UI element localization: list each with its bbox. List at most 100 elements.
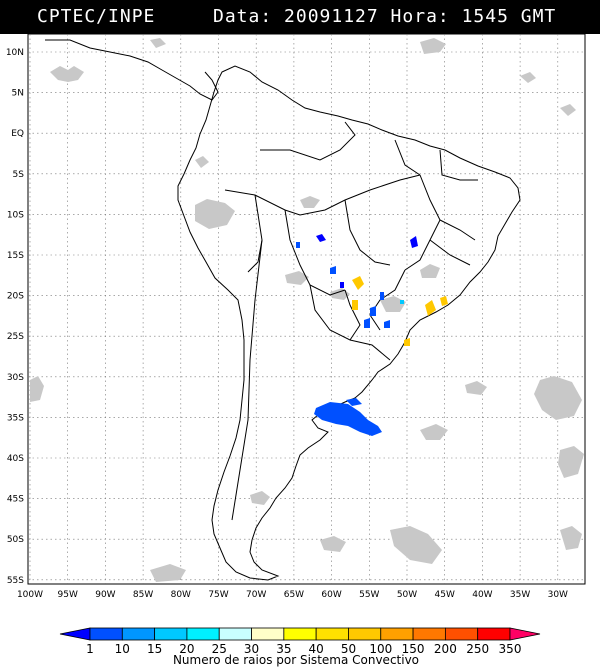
- country-border: [394, 139, 421, 176]
- south-america-outline: [45, 39, 521, 581]
- lat-tick-label: 25S: [7, 332, 24, 342]
- colorbar-segment: [59, 627, 91, 641]
- longitude-labels: 100W 95W 90W 85W 80W 75W 70W 65W 60W 55W 50W 45W 40W…: [17, 590, 568, 600]
- storm-cell-blue: [296, 242, 300, 248]
- storm-cell-blue: [330, 266, 336, 274]
- cloud-patch: [420, 38, 446, 54]
- cloud-patch: [150, 564, 186, 582]
- storm-cell-cyan: [400, 300, 404, 304]
- colorbar-tick-label: 350: [499, 642, 522, 656]
- colorbar-segment: [348, 627, 382, 641]
- colorbar-segment: [315, 627, 349, 641]
- cloud-patch: [380, 296, 406, 312]
- colorbar-tick-label: 40: [309, 642, 324, 656]
- cloud-patch: [558, 446, 584, 478]
- cloud-patch: [195, 199, 235, 229]
- latitude-labels: 10N 5N EQ 5S 10S 15S 20S 25S 30S 35S 40S 45S 50S 55S: [6, 48, 24, 586]
- country-border: [231, 239, 263, 521]
- cloud-patch: [420, 424, 448, 440]
- colorbar-tick-label: 50: [341, 642, 356, 656]
- colorbar-segment: [412, 627, 446, 641]
- cloud-patch: [250, 491, 270, 505]
- colorbar-segment: [380, 627, 414, 641]
- lat-tick-label: 35S: [7, 413, 24, 423]
- lat-tick-label: 45S: [7, 495, 24, 505]
- lightning-convective-systems: [296, 234, 448, 436]
- source-label: CPTEC/INPE: [37, 6, 156, 27]
- colorbar-segment: [444, 627, 479, 641]
- lon-tick-label: 30W: [548, 590, 568, 600]
- lat-tick-label: 30S: [7, 373, 24, 383]
- lat-tick-label: 50S: [7, 535, 24, 545]
- lon-tick-label: 95W: [58, 590, 78, 600]
- storm-cell-blue: [380, 292, 384, 300]
- datetime-label: Data: 20091127 Hora: 1545 GMT: [213, 6, 557, 27]
- central-america-coastline: [45, 39, 219, 101]
- cloud-patch: [150, 38, 166, 48]
- graticule: [28, 34, 585, 584]
- storm-cell-yellow: [440, 296, 448, 306]
- colorbar: [59, 627, 541, 641]
- cloud-patch: [465, 381, 487, 395]
- lat-tick-label: 20S: [7, 292, 24, 302]
- lon-tick-label: 40W: [472, 590, 492, 600]
- cloud-patch: [285, 271, 309, 285]
- storm-cell-yellow: [352, 300, 358, 310]
- cloud-patch: [420, 264, 440, 278]
- storm-cell-blue: [364, 318, 370, 328]
- storm-cell-blue: [346, 398, 362, 406]
- colorbar-tick-labels: 1 10 15 20 25 30 35 40 50 100 150 200 250 350: [86, 642, 521, 656]
- colorbar-tick-label: 15: [147, 642, 162, 656]
- lon-tick-label: 80W: [171, 590, 191, 600]
- lon-tick-label: 85W: [133, 590, 153, 600]
- colorbar-tick-label: 100: [369, 642, 392, 656]
- country-border: [404, 174, 441, 271]
- lat-tick-label: 5S: [13, 170, 25, 180]
- cloud-patch: [560, 526, 582, 550]
- colorbar-segment: [251, 627, 285, 641]
- cloud-patch: [534, 376, 582, 420]
- country-border: [429, 239, 471, 266]
- colorbar-tick-label: 10: [115, 642, 130, 656]
- title-bar: CPTEC/INPE Data: 20091127 Hora: 1545 GMT: [0, 0, 600, 34]
- cloud-patch: [50, 66, 84, 82]
- cloud-patch: [300, 196, 320, 208]
- country-border: [439, 149, 478, 181]
- lat-tick-label: 5N: [12, 89, 24, 99]
- storm-cell-blue: [316, 234, 326, 242]
- cloud-patch: [320, 536, 346, 552]
- cloud-patch: [560, 104, 576, 116]
- colorbar-tick-label: 150: [402, 642, 425, 656]
- colorbar-segment: [509, 627, 541, 641]
- storm-cell-blue: [384, 320, 390, 328]
- lon-tick-label: 55W: [359, 590, 379, 600]
- colorbar-segment: [154, 627, 188, 641]
- lon-tick-label: 90W: [95, 590, 115, 600]
- storm-cell-blue: [340, 282, 344, 288]
- lon-tick-label: 75W: [208, 590, 228, 600]
- colorbar-tick-label: 200: [434, 642, 457, 656]
- cloud-patch: [390, 526, 442, 564]
- colorbar-segment: [186, 627, 220, 641]
- storm-cell-yellow: [425, 300, 436, 316]
- lon-tick-label: 100W: [17, 590, 43, 600]
- lat-tick-label: 55S: [7, 576, 24, 586]
- colorbar-title: Numero de raios por Sistema Convectivo: [173, 653, 419, 667]
- lon-tick-label: 50W: [397, 590, 417, 600]
- cloud-patch: [30, 376, 44, 402]
- lat-tick-label: EQ: [11, 129, 24, 139]
- lat-tick-label: 10S: [7, 210, 24, 220]
- colorbar-tick-label: 250: [466, 642, 489, 656]
- satellite-cloud-cover: [30, 38, 584, 582]
- lon-tick-label: 60W: [321, 590, 341, 600]
- country-border: [247, 194, 263, 273]
- cloud-patch: [195, 156, 209, 168]
- map-frame: [27, 33, 586, 585]
- colorbar-tick-label: 35: [276, 642, 291, 656]
- storm-cell-blue: [410, 236, 418, 248]
- colorbar-segment: [283, 627, 317, 641]
- colorbar-tick-label: 20: [179, 642, 194, 656]
- country-border: [224, 174, 421, 216]
- storm-cell-yellow: [404, 338, 410, 346]
